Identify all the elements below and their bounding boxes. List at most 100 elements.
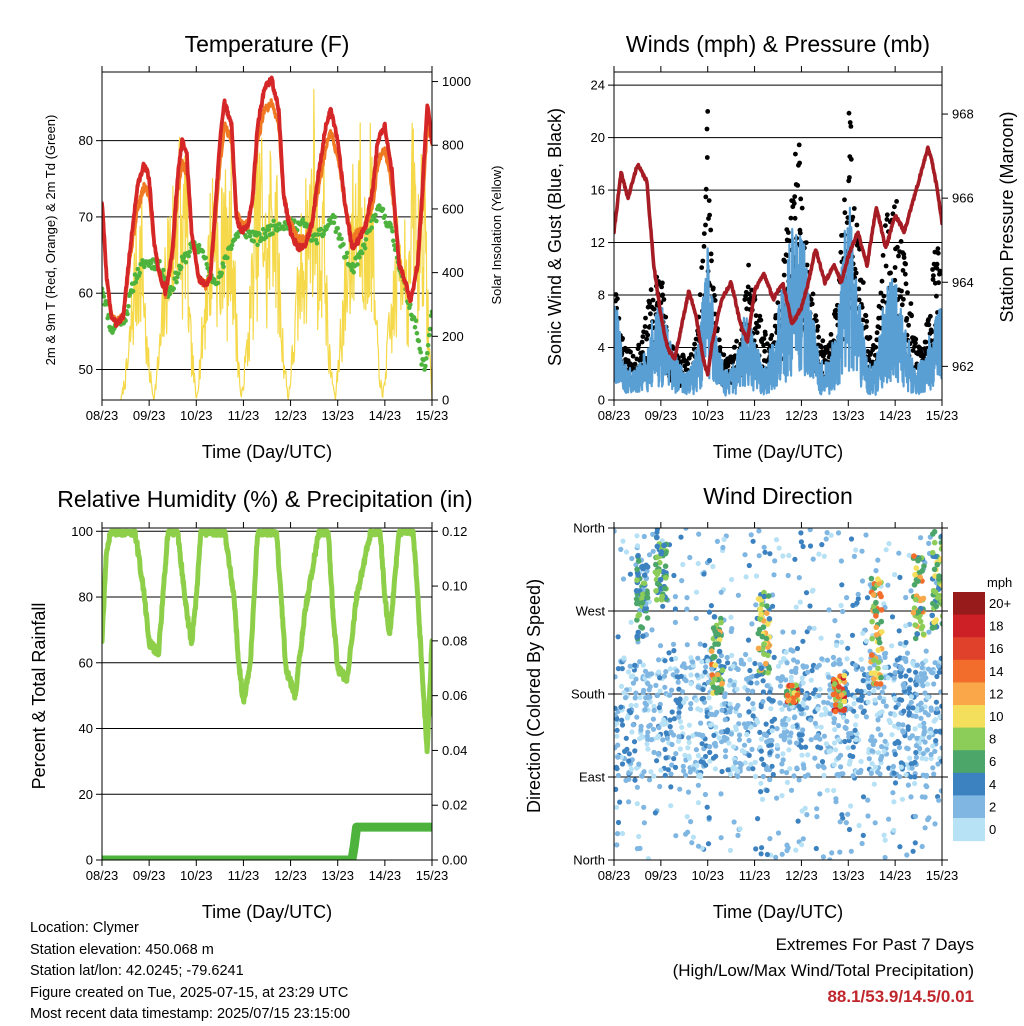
direction-point (761, 651, 767, 657)
direction-point (693, 697, 700, 703)
direction-point (882, 854, 888, 860)
direction-point (642, 668, 649, 674)
dewpoint-point (232, 237, 238, 242)
direction-point (685, 745, 691, 751)
gust-point (798, 196, 804, 202)
direction-point (851, 553, 858, 560)
direction-point (869, 748, 875, 754)
gust-point (697, 292, 703, 298)
direction-point (759, 845, 765, 851)
direction-point (869, 635, 875, 642)
direction-point (696, 773, 702, 779)
direction-point (752, 773, 759, 780)
gust-point (650, 297, 656, 303)
gust-point (928, 313, 933, 319)
direction-point (919, 843, 925, 850)
direction-point (866, 756, 872, 762)
direction-point (839, 639, 845, 645)
direction-point (885, 582, 891, 588)
direction-point (903, 656, 909, 662)
direction-point (881, 832, 887, 838)
direction-point (750, 766, 756, 772)
direction-point (930, 743, 936, 749)
gust-point (842, 197, 847, 203)
direction-point (651, 707, 657, 714)
direction-point (912, 813, 919, 820)
gust-point (712, 298, 718, 303)
direction-point (693, 615, 699, 622)
direction-point (932, 821, 938, 827)
direction-point (755, 816, 761, 822)
gust-point (900, 268, 906, 273)
y2-tick-label: 962 (952, 359, 974, 374)
gust-point (808, 297, 814, 302)
direction-point (765, 669, 771, 676)
dewpoint-point (137, 270, 142, 276)
gust-point (781, 272, 787, 278)
direction-point (821, 699, 827, 705)
direction-point (779, 706, 785, 712)
direction-point (654, 529, 660, 535)
gust-point (844, 220, 850, 226)
direction-point (869, 652, 875, 658)
direction-point (905, 782, 912, 788)
direction-point (929, 549, 936, 556)
direction-point (769, 763, 775, 769)
direction-point (634, 846, 641, 852)
direction-point (707, 744, 713, 750)
direction-point (632, 748, 638, 754)
direction-point (646, 723, 652, 729)
location-text: Location: Clymer (30, 920, 139, 936)
direction-point (925, 681, 931, 687)
direction-point (756, 553, 762, 559)
direction-point (793, 740, 800, 746)
direction-point (863, 638, 870, 644)
x-tick-label: 12/23 (274, 868, 307, 883)
direction-point (912, 571, 918, 578)
direction-point (903, 772, 909, 778)
dewpoint-point (277, 221, 282, 227)
direction-point (897, 574, 903, 581)
x-tick-label: 08/23 (86, 408, 119, 423)
direction-point (931, 528, 938, 535)
gust-point (848, 156, 854, 162)
gust-point (929, 329, 935, 334)
direction-point (641, 804, 647, 810)
direction-point (614, 674, 618, 680)
temperature-title: Temperature (F) (185, 31, 350, 57)
direction-point (824, 657, 831, 663)
gust-point (704, 126, 710, 132)
direction-point (662, 563, 669, 569)
direction-point (910, 660, 916, 666)
winds-y2label: Station Pressure (Maroon) (997, 111, 1017, 322)
gust-point (860, 280, 866, 285)
direction-point (758, 611, 764, 617)
direction-point (867, 665, 873, 671)
gust-point (700, 258, 706, 264)
direction-point (780, 553, 786, 559)
direction-point (728, 705, 734, 711)
direction-point (654, 758, 660, 764)
direction-point (875, 647, 882, 653)
direction-point (658, 767, 664, 773)
gust-point (820, 338, 826, 344)
dewpoint-point (125, 311, 130, 317)
direction-point (913, 669, 919, 675)
direction-point (700, 686, 706, 693)
direction-point (718, 653, 725, 659)
direction-point (763, 721, 769, 727)
direction-point (752, 759, 758, 765)
x-tick-label: 14/23 (879, 408, 912, 423)
gust-point (663, 314, 669, 320)
direction-point (785, 572, 791, 579)
gust-point (651, 306, 657, 312)
direction-point (853, 737, 859, 743)
direction-point (634, 801, 640, 807)
direction-point (614, 831, 621, 837)
direction-point (892, 662, 899, 668)
gust-point (814, 318, 819, 324)
direction-point (843, 820, 849, 826)
direction-point (903, 639, 909, 646)
direction-point (759, 633, 766, 640)
dewpoint-point (315, 232, 321, 237)
